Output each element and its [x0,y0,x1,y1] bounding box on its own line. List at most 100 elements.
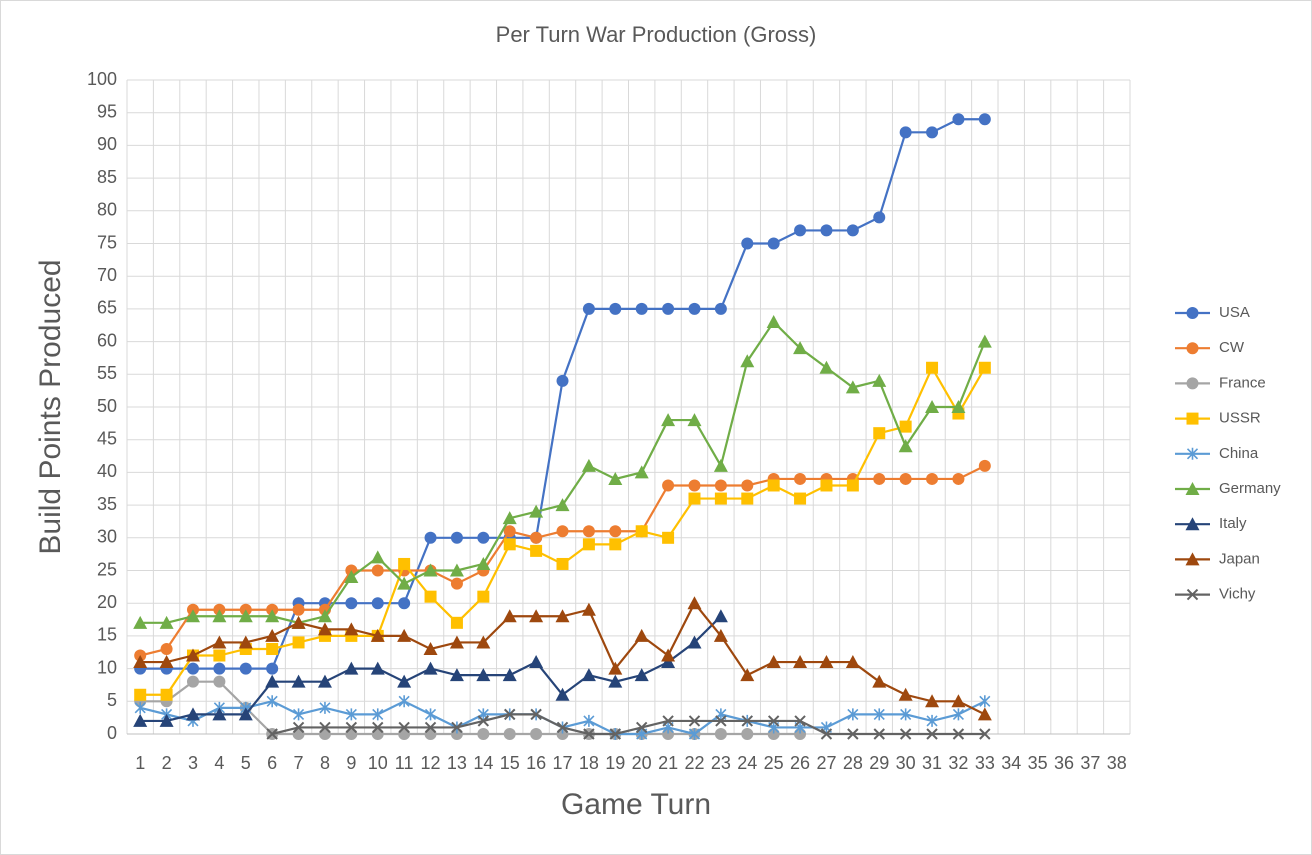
marker [767,715,780,727]
marker [608,674,623,688]
marker [873,472,886,485]
marker [529,609,544,623]
marker [160,688,173,701]
x-tick-label: 29 [869,753,889,773]
marker [687,635,702,649]
y-tick-label: 20 [97,592,117,612]
marker [713,628,728,642]
marker [317,609,332,623]
marker [977,334,992,348]
x-tick-label: 6 [267,753,277,773]
y-tick-label: 40 [97,461,117,481]
marker [872,674,887,688]
x-tick-label: 28 [843,753,863,773]
y-tick-label: 35 [97,494,117,514]
marker [502,609,517,623]
x-tick-label: 2 [162,753,172,773]
marker [661,648,676,662]
marker [794,715,806,727]
marker [160,642,173,655]
y-tick-label: 15 [97,625,117,645]
marker [820,728,833,740]
y-axis-label: Build Points Produced [34,259,67,554]
marker [899,472,912,485]
marker [372,721,384,734]
marker [1186,588,1199,601]
x-tick-label: 27 [816,753,836,773]
marker [926,714,938,727]
legend-label: Japan [1219,550,1260,567]
legend-label: Vichy [1219,586,1256,603]
marker [503,728,516,740]
y-tick-label: 10 [97,657,117,677]
marker [502,511,517,525]
marker [238,635,253,649]
x-axis-label: Game Turn [561,788,711,821]
marker [213,675,226,688]
x-tick-label: 11 [395,753,414,773]
x-tick-label: 18 [579,753,599,773]
marker [847,708,859,721]
marker [898,439,913,453]
marker [845,655,860,669]
marker [265,609,280,623]
marker [212,707,227,721]
marker [371,564,384,577]
marker [926,728,938,740]
marker [873,708,885,721]
marker [555,498,570,512]
x-tick-label: 14 [473,753,493,773]
marker [609,302,622,315]
marker [925,400,940,413]
marker [1186,412,1199,425]
marker [635,525,648,538]
marker [503,525,516,538]
marker [582,302,595,315]
marker [292,636,305,649]
marker [846,224,859,237]
marker [159,655,174,669]
marker [714,302,727,315]
x-tick-label: 9 [346,753,356,773]
marker [477,728,490,740]
y-tick-label: 5 [107,690,117,710]
marker [555,687,570,701]
marker [978,459,991,472]
x-tick-label: 33 [975,753,995,773]
y-tick-label: 85 [97,167,117,187]
marker [317,674,332,688]
marker [608,661,623,675]
marker [186,662,199,675]
marker [291,615,306,629]
marker [820,479,833,492]
marker [502,668,517,682]
marker [345,728,358,740]
marker [293,708,305,721]
marker [581,458,596,472]
marker [530,708,542,721]
x-tick-label: 32 [948,753,968,773]
marker [449,635,464,649]
marker [741,237,754,250]
marker [344,622,359,636]
marker [344,570,359,584]
marker [319,721,331,734]
marker [291,674,306,688]
marker [530,544,543,557]
marker [766,314,781,328]
marker [185,707,200,721]
marker [714,492,727,505]
marker [133,615,148,629]
x-tick-label: 13 [447,753,467,773]
marker [529,504,544,518]
marker [423,641,438,655]
marker [925,694,940,708]
marker [213,662,226,675]
marker [926,361,939,374]
marker [159,615,174,629]
marker [1186,342,1199,355]
marker [1186,447,1199,460]
x-tick-label: 20 [632,753,652,773]
marker [344,661,359,675]
